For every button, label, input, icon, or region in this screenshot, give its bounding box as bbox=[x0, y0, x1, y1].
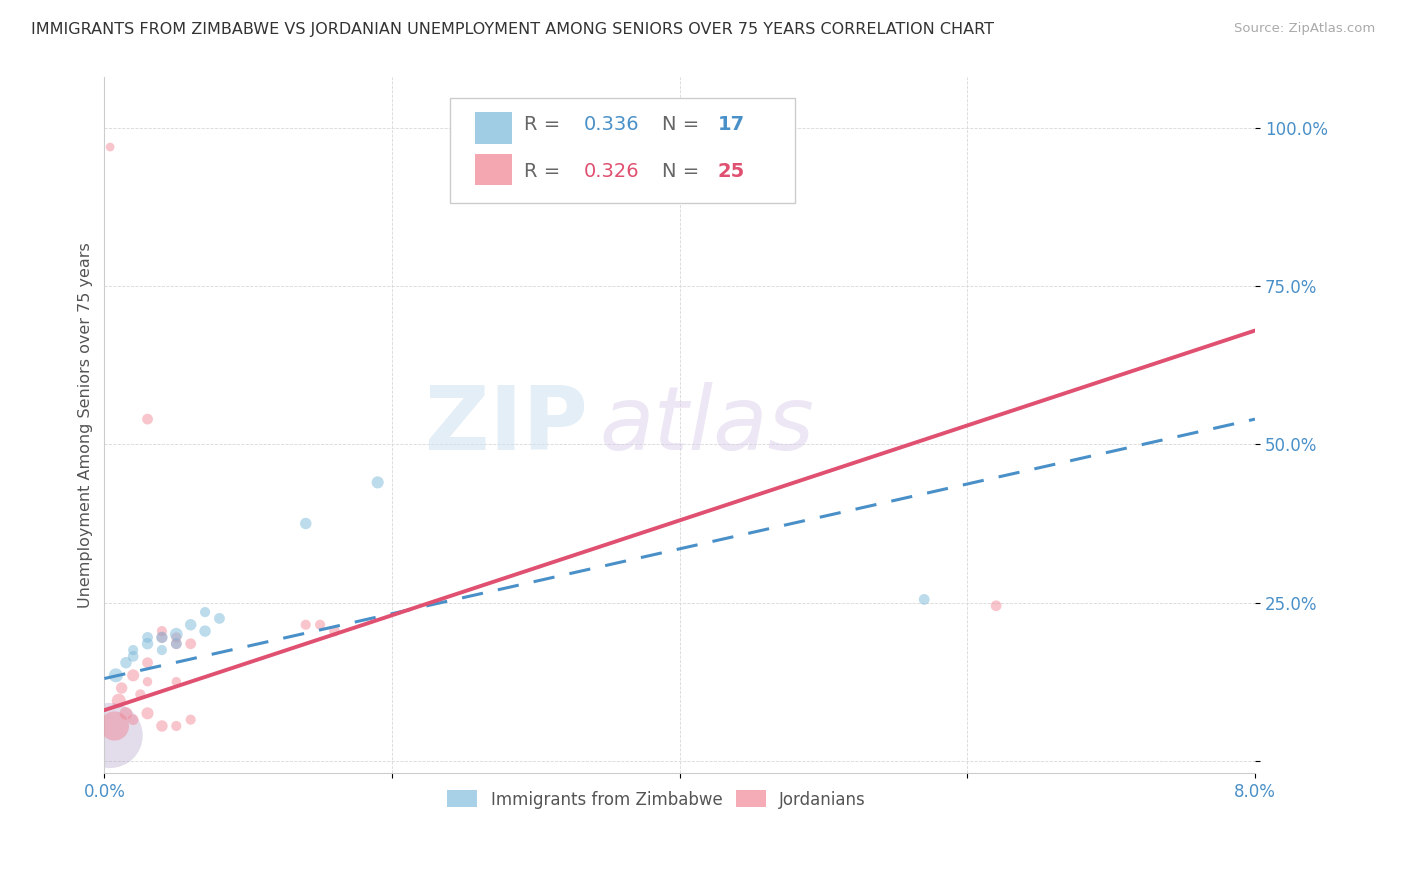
Point bbox=[136, 412, 159, 426]
Point bbox=[150, 624, 173, 638]
Point bbox=[98, 140, 121, 154]
Point bbox=[122, 643, 145, 657]
Point bbox=[103, 719, 125, 733]
Text: 17: 17 bbox=[717, 115, 745, 135]
Text: N =: N = bbox=[662, 115, 706, 135]
Point bbox=[107, 694, 129, 708]
Legend: Immigrants from Zimbabwe, Jordanians: Immigrants from Zimbabwe, Jordanians bbox=[440, 784, 873, 815]
Text: Source: ZipAtlas.com: Source: ZipAtlas.com bbox=[1234, 22, 1375, 36]
Point bbox=[150, 643, 173, 657]
Point bbox=[208, 611, 231, 625]
Point bbox=[129, 687, 152, 701]
Point bbox=[122, 668, 145, 682]
Point bbox=[309, 617, 332, 632]
Point bbox=[150, 719, 173, 733]
Text: 25: 25 bbox=[717, 162, 745, 181]
Point bbox=[180, 637, 202, 651]
Point bbox=[294, 516, 316, 531]
Point bbox=[111, 681, 134, 695]
Point bbox=[136, 637, 159, 651]
Point bbox=[367, 475, 389, 490]
Point bbox=[165, 719, 187, 733]
Point bbox=[136, 674, 159, 689]
Text: 0.326: 0.326 bbox=[583, 162, 640, 181]
Point bbox=[136, 631, 159, 645]
Point bbox=[104, 668, 127, 682]
Point bbox=[98, 729, 121, 743]
Point bbox=[122, 713, 145, 727]
Point bbox=[150, 631, 173, 645]
Point bbox=[165, 631, 187, 645]
Bar bbox=[475, 154, 512, 186]
Text: R =: R = bbox=[524, 162, 567, 181]
Point bbox=[165, 637, 187, 651]
Point bbox=[115, 706, 138, 721]
Point bbox=[165, 627, 187, 641]
Text: ZIP: ZIP bbox=[425, 382, 588, 469]
Point bbox=[194, 605, 217, 619]
Point bbox=[194, 624, 217, 638]
Text: R =: R = bbox=[524, 115, 567, 135]
Point bbox=[122, 649, 145, 664]
Point bbox=[165, 637, 187, 651]
Point bbox=[912, 592, 935, 607]
Text: IMMIGRANTS FROM ZIMBABWE VS JORDANIAN UNEMPLOYMENT AMONG SENIORS OVER 75 YEARS C: IMMIGRANTS FROM ZIMBABWE VS JORDANIAN UN… bbox=[31, 22, 994, 37]
Point bbox=[136, 656, 159, 670]
Text: N =: N = bbox=[662, 162, 706, 181]
FancyBboxPatch shape bbox=[450, 98, 794, 202]
Point bbox=[984, 599, 1007, 613]
Point bbox=[180, 617, 202, 632]
Point bbox=[115, 656, 138, 670]
Bar bbox=[475, 112, 512, 144]
Text: 0.336: 0.336 bbox=[583, 115, 640, 135]
Text: atlas: atlas bbox=[599, 383, 814, 468]
Point bbox=[294, 617, 316, 632]
Point bbox=[180, 713, 202, 727]
Point bbox=[165, 674, 187, 689]
Point bbox=[150, 631, 173, 645]
Point bbox=[323, 624, 346, 638]
Y-axis label: Unemployment Among Seniors over 75 years: Unemployment Among Seniors over 75 years bbox=[79, 243, 93, 608]
Point bbox=[136, 706, 159, 721]
